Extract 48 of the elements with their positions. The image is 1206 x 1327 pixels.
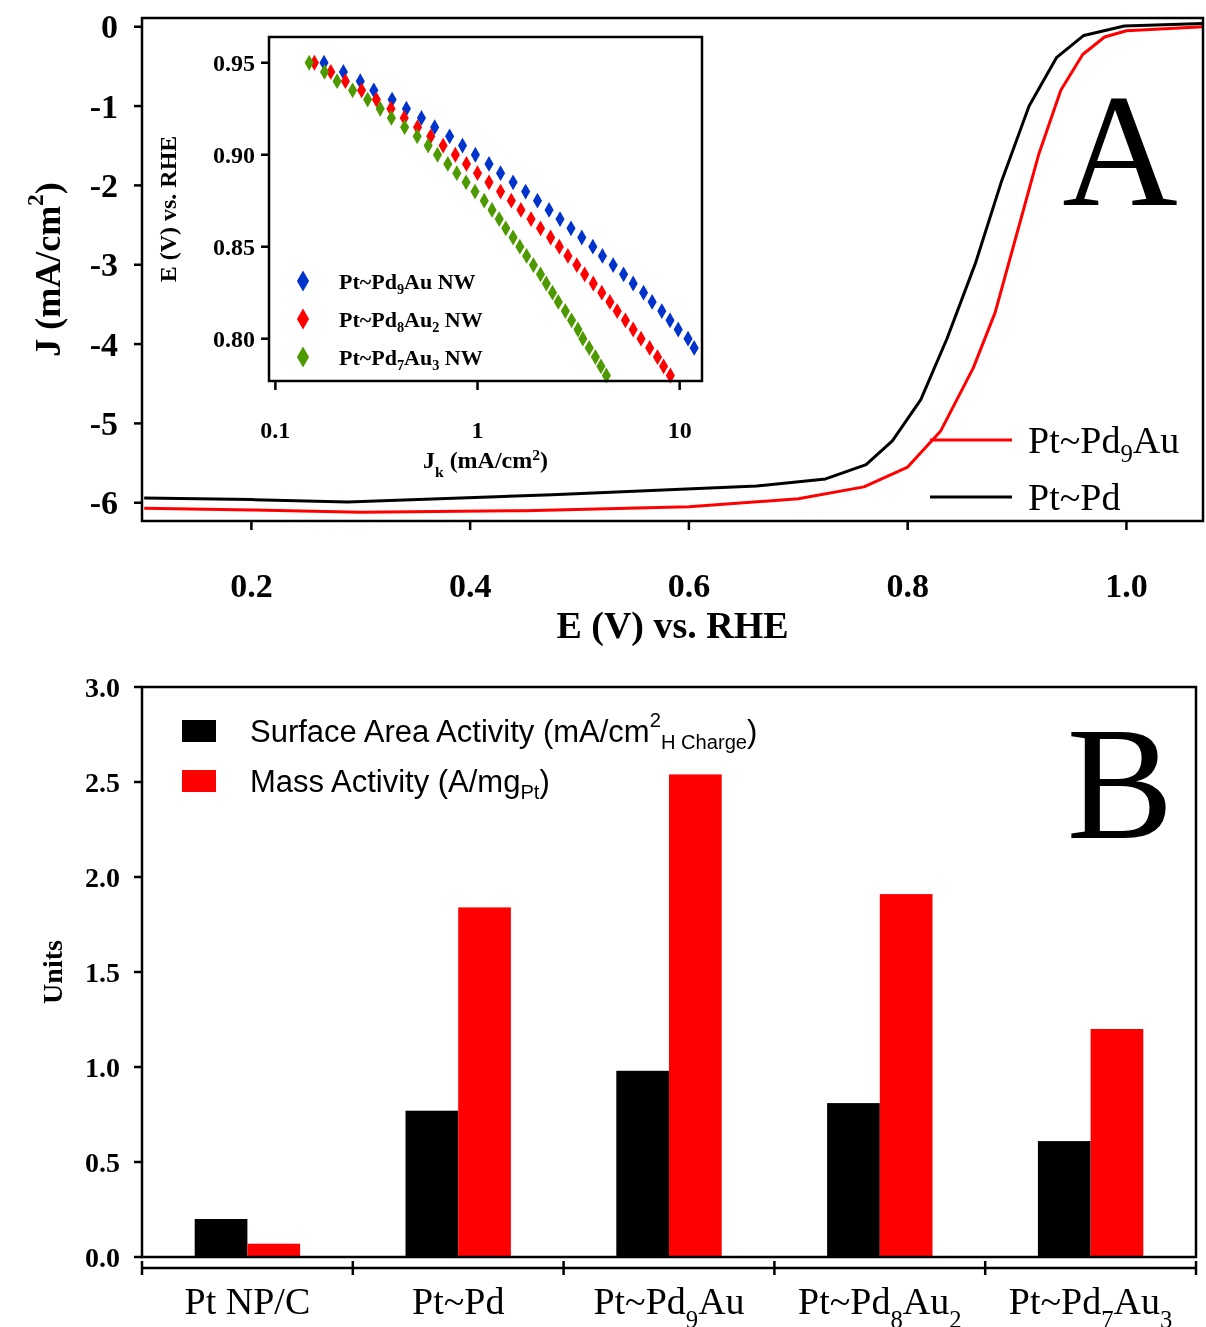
y-tick-label: 0 <box>101 8 118 46</box>
x-tick-label: 0.8 <box>886 566 929 604</box>
x-tick-label: 1.0 <box>1105 566 1148 604</box>
x-tick-label: Pt~Pd <box>412 1280 505 1322</box>
bar <box>1090 1029 1144 1257</box>
annotation: A <box>1062 62 1178 240</box>
y-tick-label: 0.85 <box>213 233 255 260</box>
x-tick-label: Pt~Pd$_{9}$Au <box>593 1280 745 1327</box>
x-tick-label: 0.1 <box>260 417 291 443</box>
y-tick-label: 0.5 <box>85 1146 120 1178</box>
legend-label: Surface Area Activity (mA/cm$^{2}$$_{H Charge}$) <box>250 709 758 753</box>
y-tick-label: 0.80 <box>213 325 255 352</box>
x-tick-label: 1 <box>471 417 484 443</box>
y-tick-label: 1.0 <box>85 1051 120 1083</box>
y-tick-label: -2 <box>89 166 118 204</box>
y-tick-label: -4 <box>89 325 118 363</box>
y-tick-label: 0.95 <box>213 49 255 76</box>
y-tick-label: 3.0 <box>85 671 120 703</box>
y-tick-label: -1 <box>89 87 118 125</box>
y-tick-label: 0.90 <box>213 141 255 168</box>
annotation: B <box>1066 695 1174 873</box>
y-tick-label: 0.0 <box>85 1241 120 1273</box>
y-axis-title: E (V) vs. RHE <box>155 135 181 283</box>
bar <box>669 774 722 1257</box>
bar <box>879 894 933 1257</box>
x-tick-label: Pt NP/C <box>184 1280 311 1322</box>
legend-label: Pt~Pd$_{9}$Au NW <box>339 268 476 297</box>
y-tick-label: 2.0 <box>85 861 120 893</box>
x-tick-label: Pt~Pd$_{8}$Au$_{2}$ <box>798 1280 962 1327</box>
y-tick-label: 2.5 <box>85 766 120 798</box>
y-tick-label: -3 <box>89 246 118 284</box>
x-axis-title: J$_{k}$ (mA/cm$^{2}$) <box>422 445 549 480</box>
y-tick-label: -6 <box>89 484 118 522</box>
x-tick-label: 0.2 <box>230 566 273 604</box>
legend-label: Pt~Pd$_{8}$Au$_{2}$ NW <box>339 306 483 335</box>
x-tick-label: 10 <box>667 417 692 443</box>
bar <box>247 1243 301 1257</box>
x-axis-title: E (V) vs. RHE <box>556 604 789 647</box>
x-tick-label: 0.4 <box>448 566 492 604</box>
x-tick-label: 0.6 <box>667 566 711 604</box>
bar <box>458 907 511 1257</box>
legend-label: Mass Activity (A/mg$_{Pt}$) <box>250 763 550 803</box>
y-tick-label: 1.5 <box>85 956 120 988</box>
legend-label: Pt~Pd$_{7}$Au$_{3}$ NW <box>339 344 483 373</box>
legend-label: Pt~Pd <box>1028 476 1121 518</box>
y-axis-title: Units <box>36 940 68 1004</box>
x-tick-label: Pt~Pd$_{7}$Au$_{3}$ <box>1008 1280 1173 1327</box>
y-tick-label: -5 <box>89 404 118 442</box>
